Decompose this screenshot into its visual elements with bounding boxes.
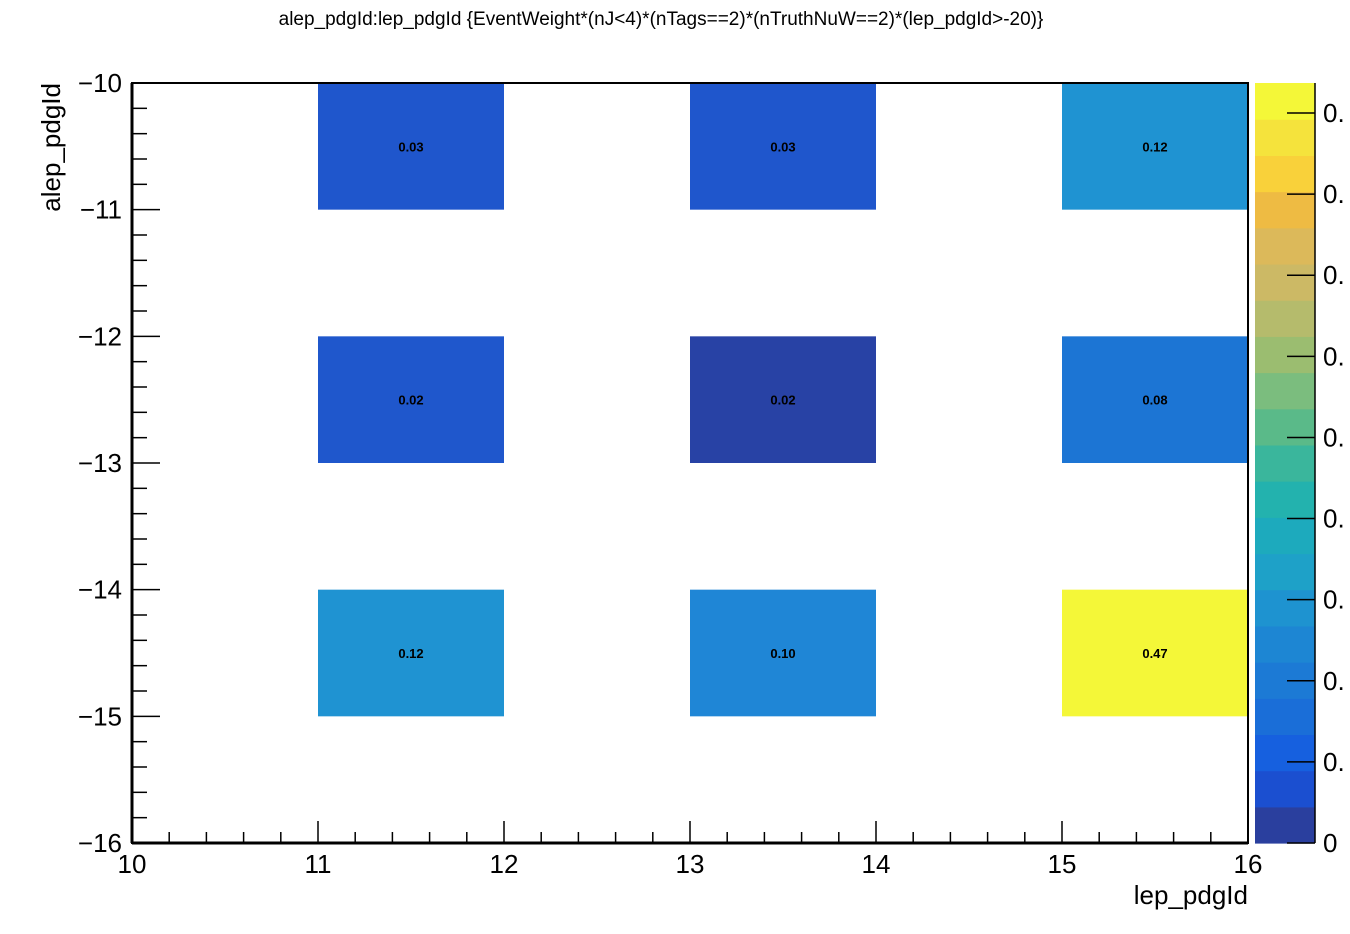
x-tick-label: 13 — [676, 849, 705, 879]
colorbar-swatch — [1255, 263, 1315, 301]
colorbar-swatch — [1255, 336, 1315, 374]
colorbar-tick-label: 0. — [1323, 98, 1345, 128]
colorbar-swatch — [1255, 227, 1315, 265]
colorbar-swatch — [1255, 300, 1315, 337]
colorbar-swatch — [1255, 83, 1315, 120]
colorbar-swatch — [1255, 517, 1315, 555]
colorbar-tick-label: 0. — [1323, 341, 1345, 371]
chart-title: alep_pdgId:lep_pdgId {EventWeight*(nJ<4)… — [278, 9, 1044, 30]
colorbar-swatch — [1255, 481, 1315, 518]
heatmap-cell — [690, 589, 876, 717]
heatmap-cell — [318, 83, 504, 210]
colorbar-swatch — [1255, 155, 1315, 193]
cell-value-label: 0.02 — [770, 393, 795, 408]
cell-value-label: 0.02 — [398, 393, 423, 408]
cell-value-label: 0.03 — [398, 139, 423, 154]
colorbar-tick-label: 0. — [1323, 504, 1345, 534]
colorbar-tick-label: 0. — [1323, 747, 1345, 777]
cell-value-label: 0.10 — [770, 646, 795, 661]
x-tick-label: 16 — [1234, 849, 1263, 879]
x-axis-title: lep_pdgId — [1134, 880, 1248, 910]
y-tick-label: −15 — [78, 701, 122, 731]
y-axis-title: alep_pdgId — [36, 83, 66, 212]
x-tick-label: 15 — [1048, 849, 1077, 879]
color-scale-bar: 0. 0. 0. 0. 0. 0. 0. 0. 0. 0 — [1255, 83, 1345, 858]
colorbar-swatch — [1255, 119, 1315, 156]
colorbar-swatch — [1255, 625, 1315, 663]
cell-value-labels: 0.03 0.03 0.12 0.02 0.02 0.08 0.12 0.10 0.47 — [398, 139, 1167, 661]
y-tick-label: −11 — [80, 195, 122, 225]
cell-value-label: 0.12 — [1142, 139, 1167, 154]
heatmap-cell — [1062, 336, 1248, 463]
heatmap-cell — [1062, 589, 1248, 717]
y-tick-label: −14 — [78, 575, 122, 605]
colorbar-swatch — [1255, 444, 1315, 482]
colorbar-tick-label: 0. — [1323, 260, 1345, 290]
x-tick-label: 14 — [862, 849, 891, 879]
colorbar-swatch — [1255, 734, 1315, 772]
heatmap-cell — [318, 336, 504, 463]
colorbar-swatch — [1255, 408, 1315, 446]
y-tick-label: −10 — [78, 68, 122, 98]
x-tick-label: 12 — [490, 849, 519, 879]
colorbar-tick-label: 0. — [1323, 179, 1345, 209]
colorbar-tick-label: 0. — [1323, 585, 1345, 615]
y-axis-ticks: −10 −11 −12 −13 −14 −15 −16 — [78, 68, 160, 858]
heatmap-cell — [690, 83, 876, 210]
colorbar-swatch — [1255, 806, 1315, 844]
cell-value-label: 0.03 — [770, 139, 795, 154]
heatmap-cell — [318, 589, 504, 717]
y-tick-label: −16 — [78, 828, 122, 858]
cell-value-label: 0.12 — [398, 646, 423, 661]
colorbar-swatch — [1255, 553, 1315, 591]
x-axis-ticks: 10 11 12 13 14 15 16 — [118, 821, 1263, 879]
heatmap-cell — [690, 336, 876, 463]
colorbar-tick-label: 0. — [1323, 422, 1345, 452]
cell-value-label: 0.47 — [1142, 646, 1167, 661]
y-tick-label: −12 — [78, 321, 122, 351]
heatmap-cells — [318, 83, 1248, 717]
x-tick-label: 10 — [118, 849, 147, 879]
y-tick-label: −13 — [78, 448, 122, 478]
colorbar-tick-label: 0. — [1323, 666, 1345, 696]
cell-value-label: 0.08 — [1142, 393, 1167, 408]
colorbar-swatch — [1255, 589, 1315, 627]
colorbar-swatch — [1255, 191, 1315, 229]
colorbar-tick-label: 0 — [1323, 828, 1337, 858]
colorbar-swatch — [1255, 770, 1315, 808]
colorbar-swatch — [1255, 698, 1315, 736]
colorbar-swatch — [1255, 372, 1315, 410]
heatmap-cell — [1062, 83, 1248, 210]
x-tick-label: 11 — [305, 849, 332, 879]
